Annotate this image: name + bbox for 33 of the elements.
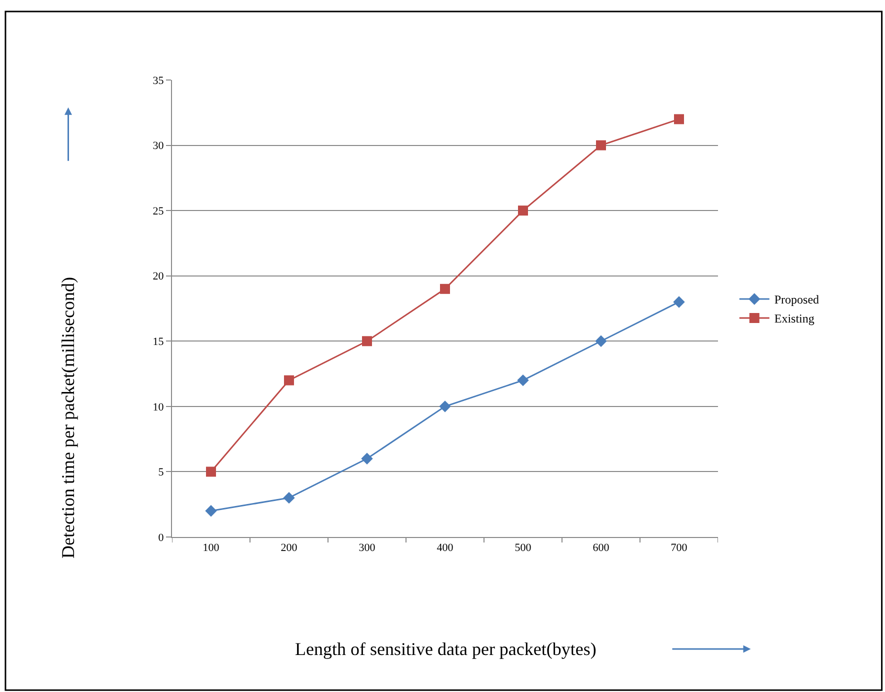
x-tick-label: 200: [280, 542, 298, 554]
point: [283, 492, 295, 504]
point: [517, 374, 529, 386]
y-tick-label: 35: [152, 74, 164, 87]
point: [518, 206, 528, 216]
point: [439, 400, 451, 412]
point: [206, 466, 216, 477]
y-tick-label: 30: [152, 140, 164, 152]
x-tick-label: 600: [592, 542, 610, 554]
x-tick-label: 300: [358, 542, 376, 554]
point: [361, 452, 373, 465]
point: [674, 114, 684, 124]
x-axis-title: Length of sensitive data per packet(bytes): [295, 639, 596, 659]
y-tick-label: 5: [158, 466, 164, 479]
point: [362, 336, 372, 346]
point: [596, 140, 606, 150]
y-tick-label: 0: [158, 532, 164, 544]
legend-label: Proposed: [774, 292, 820, 307]
x-tick-label: 500: [514, 542, 532, 554]
y-tick-label: 25: [152, 205, 164, 218]
point: [205, 505, 217, 517]
x-tick-label: 100: [202, 542, 220, 554]
x-tick-label: 700: [670, 542, 688, 554]
y-tick-label: 20: [152, 270, 164, 283]
y-tick-label: 10: [152, 401, 164, 414]
point: [284, 375, 294, 386]
point: [440, 284, 450, 294]
point: [595, 335, 607, 347]
x-tick-label: 400: [436, 542, 454, 554]
point: [673, 296, 685, 308]
y-tick-label: 15: [152, 336, 164, 348]
legend-label: Existing: [774, 312, 814, 326]
y-axis-title: Detection time per packet(millisecond): [58, 277, 78, 558]
